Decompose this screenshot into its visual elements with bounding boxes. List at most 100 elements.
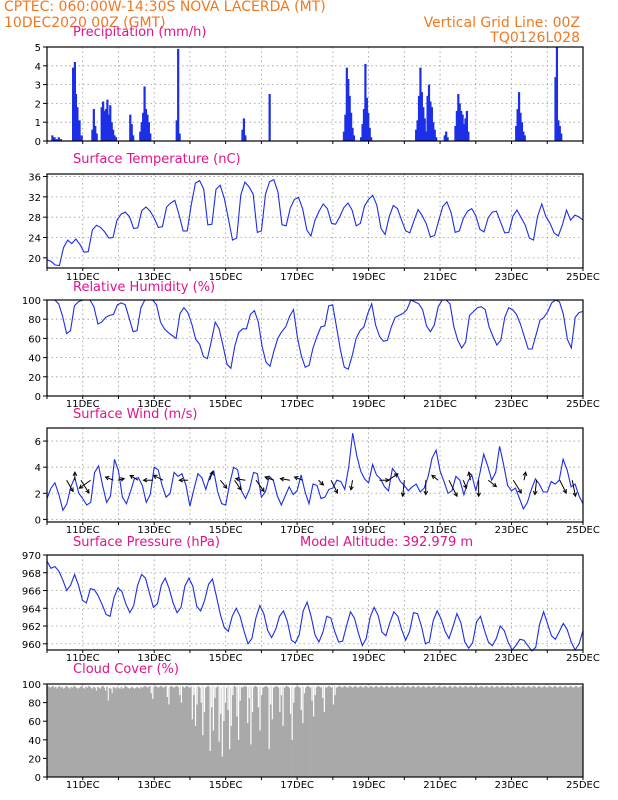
cloud-gap [282, 684, 284, 726]
cloud-gap [322, 684, 324, 698]
cloud-bar [426, 686, 429, 777]
cloud-bar [183, 687, 186, 777]
precip-bar [515, 125, 518, 141]
cloud-bar [433, 685, 435, 777]
cloud-bar [328, 685, 330, 777]
cloud-bar [255, 686, 258, 777]
cloud-bar [171, 686, 174, 777]
cloud-bar [200, 686, 203, 777]
precip-bar [177, 48, 180, 141]
cloud-gap [237, 684, 240, 740]
wind-arrow [209, 471, 214, 481]
precip-bar [516, 109, 519, 141]
x-tick-label: 11DEC [66, 653, 100, 664]
cloud-bar [463, 686, 466, 777]
x-tick-label: 19DEC [352, 525, 386, 536]
wind-arrow-head [333, 488, 339, 494]
cloud-bar [163, 686, 166, 777]
x-tick-label: 17DEC [280, 272, 314, 283]
cloud-bar [120, 686, 123, 777]
precip-bar [175, 120, 178, 141]
wind-arrow [559, 479, 567, 494]
cloud-gap [202, 684, 204, 736]
cloud-bar [508, 686, 510, 777]
cloud-bar [148, 686, 150, 777]
cloud-bar [363, 686, 366, 777]
cloud-bar [48, 686, 50, 777]
x-tick-label: 13DEC [137, 272, 171, 283]
cloud-bar [353, 686, 355, 777]
cloud-bar [451, 687, 454, 777]
cloud-bar [456, 687, 459, 777]
cloud-bar [341, 687, 343, 777]
cloud-bar [66, 686, 69, 777]
cloud-bar [141, 687, 144, 777]
cloud-bar [565, 686, 568, 777]
cloud-bar [161, 686, 163, 777]
cloud-bar [186, 685, 188, 777]
precip-bar [149, 133, 152, 141]
cloud-gap [200, 684, 202, 703]
cloud-bar [556, 687, 559, 777]
cloud-bar [506, 685, 509, 777]
cloud-bar [207, 685, 209, 777]
x-tick-label: 17DEC [280, 780, 314, 791]
cloud-bar [325, 687, 328, 777]
cloud-bar [295, 686, 297, 777]
cloud-bar [477, 687, 480, 777]
cloud-bar [89, 686, 91, 777]
cloud-bar [412, 685, 414, 777]
cloud-bar [389, 686, 392, 777]
cloud-bar [60, 687, 62, 777]
panel-6 [43, 683, 584, 780]
x-tick-label: 17DEC [280, 653, 314, 664]
precip-bar [445, 131, 448, 141]
wind-arrow-head [209, 470, 214, 476]
precip-bar [348, 95, 351, 141]
wind-arrow [350, 480, 354, 490]
precip-bar [362, 109, 366, 141]
cloud-bar [537, 686, 539, 777]
x-tick-label: 17DEC [280, 399, 314, 410]
cloud-gap [196, 684, 198, 705]
precip-bar [59, 139, 63, 141]
cloud-bar [576, 686, 579, 777]
precip-bar [464, 118, 467, 141]
cloud-bar [489, 686, 492, 777]
cloud-bar [296, 685, 299, 777]
cloud-bar [271, 686, 274, 777]
cloud-bar [190, 686, 192, 777]
cloud-bar [509, 687, 512, 777]
cloud-bar [265, 685, 267, 777]
wind-arrow-head [467, 471, 472, 477]
cloud-bar [254, 685, 257, 777]
cloud-bar [70, 686, 73, 777]
x-tick-label: 11DEC [66, 272, 100, 283]
x-tick-label: 17DEC [280, 525, 314, 536]
precip-bar [422, 107, 425, 141]
cloud-gap [218, 684, 220, 742]
cloud-bar [367, 687, 370, 777]
cloud-bar [82, 687, 85, 777]
cloud-bar [577, 687, 580, 777]
cloud-bar [437, 686, 439, 777]
precip-bar [80, 135, 83, 141]
x-tick-label: 23DEC [495, 272, 529, 283]
cloud-bar [198, 686, 200, 777]
precip-bar [522, 131, 525, 141]
precip-bar [417, 95, 421, 141]
cloud-bar [458, 686, 460, 777]
cloud-bar [184, 686, 187, 777]
cloud-bar [121, 688, 124, 777]
cloud-bar [116, 686, 119, 777]
x-tick-label: 21DEC [423, 780, 457, 791]
cloud-bar [409, 687, 412, 777]
cloud-bar [73, 685, 75, 777]
x-tick-label: 25DEC [566, 399, 600, 410]
precip-bar [352, 135, 356, 141]
cloud-bar [374, 686, 376, 777]
cloud-bar [438, 685, 441, 777]
wind-arrow-head [532, 490, 538, 496]
cloud-bar [431, 686, 434, 777]
cloud-gap [227, 684, 229, 711]
